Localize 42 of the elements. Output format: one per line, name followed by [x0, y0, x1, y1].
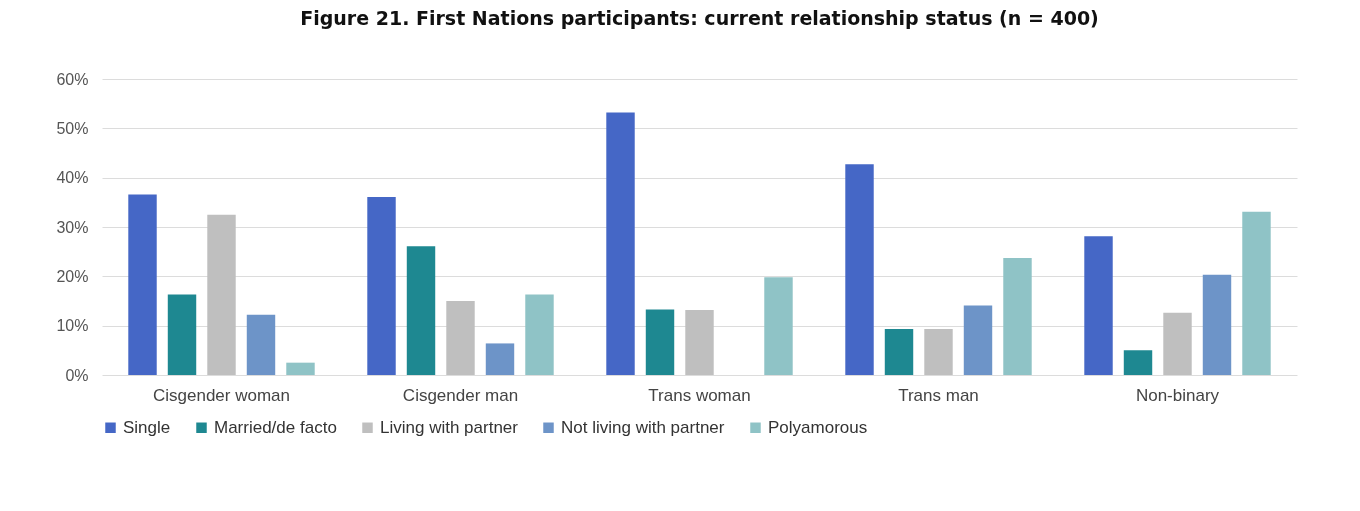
legend-label: Living with partner — [380, 417, 519, 437]
bar — [525, 294, 554, 375]
y-tick-label: 20% — [56, 267, 89, 285]
bar — [963, 305, 993, 375]
y-tick-label: 40% — [56, 169, 89, 187]
y-tick-label: 0% — [65, 366, 89, 384]
bar — [485, 343, 515, 375]
bar — [446, 301, 475, 375]
bar — [685, 309, 714, 375]
bar — [1123, 350, 1153, 375]
x-tick-label: Cisgender woman — [152, 385, 291, 405]
y-tick-label: 60% — [56, 70, 89, 88]
bar — [167, 294, 197, 375]
x-tick-label: Cisgender man — [402, 385, 519, 405]
bar — [1242, 211, 1271, 375]
bar — [1202, 274, 1232, 375]
bar — [1163, 312, 1192, 375]
bar — [286, 362, 315, 375]
bar — [406, 246, 436, 375]
y-tick-label: 50% — [56, 119, 89, 137]
legend-label: Polyamorous — [768, 417, 868, 437]
legend-label: Single — [123, 417, 171, 437]
bar — [606, 112, 635, 375]
bar — [1003, 258, 1032, 375]
bar — [367, 196, 396, 375]
bar — [128, 194, 157, 375]
bar — [1084, 236, 1113, 375]
x-tick-label: Non-binary — [1135, 385, 1220, 405]
bar — [764, 277, 793, 375]
bar — [645, 309, 675, 375]
legend-label: Not living with partner — [561, 417, 725, 437]
chart-title: Figure 21. First Nations participants: current relationship status (n = 400) — [300, 7, 1099, 29]
x-tick-label: Trans man — [898, 385, 979, 405]
bar — [246, 314, 276, 375]
bar — [924, 329, 953, 375]
x-tick-label: Trans woman — [648, 385, 751, 405]
bar — [884, 329, 914, 375]
legend-label: Married/de facto — [214, 417, 337, 437]
y-tick-label: 10% — [56, 317, 89, 335]
bar — [845, 164, 874, 375]
bar — [207, 214, 236, 375]
y-tick-label: 30% — [56, 218, 89, 236]
